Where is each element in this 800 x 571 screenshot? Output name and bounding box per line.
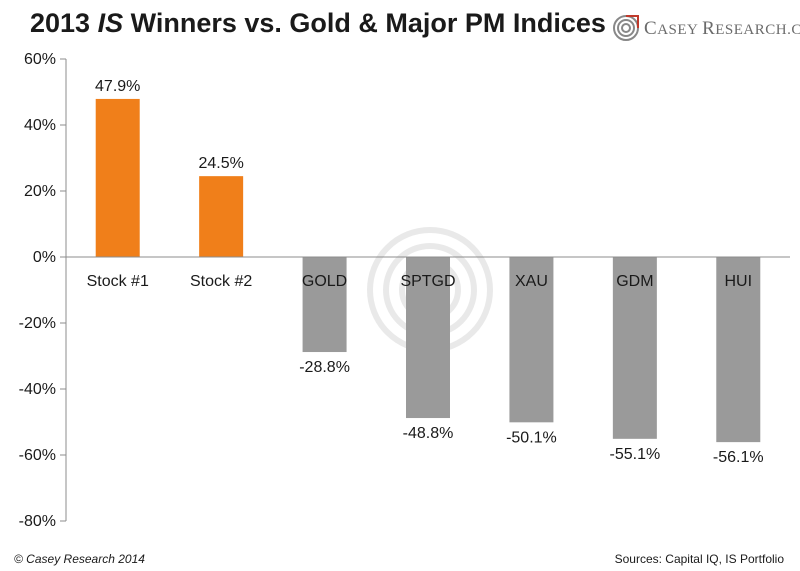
y-tick-label: -40% — [19, 381, 56, 398]
data-label: -56.1% — [713, 449, 764, 466]
y-tick-label: 60% — [24, 51, 56, 68]
category-label: HUI — [725, 273, 753, 290]
brand-name: CASEY RESEARCH.COM — [644, 18, 800, 39]
y-tick-label: 40% — [24, 117, 56, 134]
y-tick-label: 20% — [24, 183, 56, 200]
brand-logo: CASEY RESEARCH.COM — [612, 8, 800, 48]
bar — [716, 257, 761, 443]
chart-title: 2013 IS Winners vs. Gold & Major PM Indi… — [30, 8, 606, 38]
category-label: XAU — [515, 273, 548, 290]
copyright-text: © Casey Research 2014 — [14, 552, 145, 566]
category-label: GDM — [616, 273, 653, 290]
data-label: -55.1% — [610, 446, 661, 463]
y-tick-label: -20% — [19, 315, 56, 332]
data-label: -48.8% — [403, 425, 454, 442]
data-label: 24.5% — [198, 155, 243, 172]
y-tick-label: -80% — [19, 513, 56, 530]
category-label: GOLD — [302, 273, 347, 290]
bar — [302, 257, 347, 353]
casey-spiral-icon — [613, 15, 639, 41]
category-label: Stock #1 — [87, 273, 149, 290]
y-tick-label: 0% — [33, 249, 56, 266]
bar — [199, 176, 244, 257]
data-label: -28.8% — [299, 359, 350, 376]
data-label: 47.9% — [95, 78, 140, 95]
y-tick-label: -60% — [19, 447, 56, 464]
data-label: -50.1% — [506, 429, 557, 446]
category-label: Stock #2 — [190, 273, 252, 290]
bar — [612, 257, 657, 439]
bar — [509, 257, 554, 423]
category-label: SPTGD — [400, 273, 455, 290]
bar — [406, 257, 450, 419]
bar — [95, 98, 140, 258]
sources-text: Sources: Capital IQ, IS Portfolio — [614, 552, 784, 566]
